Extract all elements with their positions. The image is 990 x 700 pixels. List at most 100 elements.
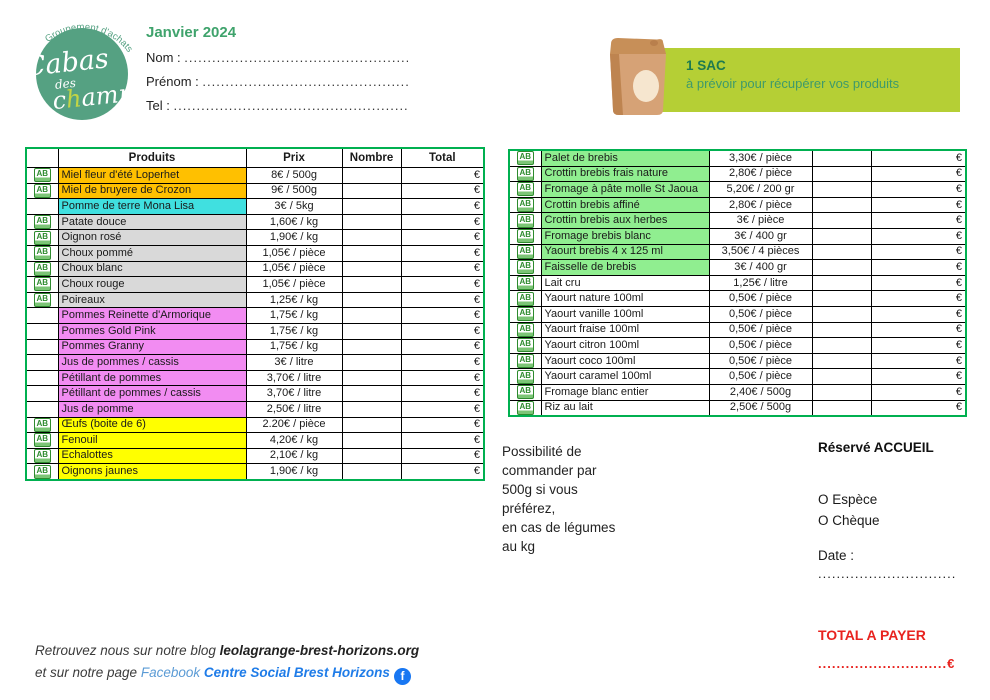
facebook-icon[interactable]: f [393, 668, 411, 685]
total-cell: € [400, 276, 485, 293]
quantity-cell [341, 400, 402, 418]
table-row: AB Choux rouge 1,05€ / pièce € [25, 276, 485, 293]
total-cell: € [400, 432, 485, 449]
quantity-cell [811, 227, 872, 245]
ab-organic-icon: AB [33, 277, 51, 292]
price-cell: 0,50€ / pièce [708, 290, 813, 307]
ab-label-cell: AB [508, 243, 542, 261]
ab-label-cell: AB [508, 149, 542, 167]
price-cell: 0,50€ / pièce [708, 305, 813, 323]
quantity-cell [811, 399, 872, 417]
quantity-cell [811, 165, 872, 183]
ab-column-header [25, 147, 59, 168]
payment-option-cheque: O Chèque [818, 513, 880, 528]
product-name-cell: Yaourt caramel 100ml [540, 368, 710, 385]
left-table-header: Produits Prix Nombre Total [25, 147, 485, 168]
ab-organic-icon: AB [516, 198, 534, 212]
ab-organic-icon: AB [33, 293, 51, 307]
ab-label-cell: AB [508, 196, 542, 214]
total-cell: € [400, 463, 485, 481]
quantity-cell [341, 322, 402, 340]
total-cell: € [400, 416, 485, 434]
total-cell: € [400, 369, 485, 387]
ab-organic-icon: AB [516, 338, 534, 353]
price-cell: 5,20€ / 200 gr [708, 181, 813, 198]
total-cell: € [870, 383, 967, 401]
table-row: AB Fromage blanc entier 2,40€ / 500g € [508, 383, 967, 401]
order-note-line: préférez, [502, 501, 556, 516]
total-cell: € [870, 227, 967, 245]
ab-organic-icon: AB [516, 369, 534, 384]
product-name-cell: Yaourt citron 100ml [540, 337, 710, 354]
ab-organic-icon: AB [516, 307, 534, 322]
product-name-cell: Fenouil [57, 432, 247, 449]
one-bag-banner: 1 SAC à prévoir pour récupérer vos produ… [660, 48, 960, 112]
quantity-cell [341, 369, 402, 387]
total-cell: € [870, 165, 967, 183]
ab-label-cell: AB [25, 432, 59, 449]
total-to-pay-label: TOTAL A PAYER [818, 627, 926, 643]
ab-label-cell: AB [25, 244, 59, 262]
product-name-cell: Yaourt fraise 100ml [540, 321, 710, 339]
price-cell: 8€ / 500g [245, 167, 343, 184]
product-name-cell: Oignons jaunes [57, 463, 247, 481]
ab-label-cell: AB [25, 260, 59, 278]
product-name-cell: Palet de brebis [540, 149, 710, 167]
order-note: Possibilité de commander par 500g si vou… [502, 442, 615, 556]
product-name-cell: Yaourt nature 100ml [540, 290, 710, 307]
total-cell: € [870, 352, 967, 370]
ab-label-cell: AB [25, 447, 59, 465]
quantity-cell [341, 447, 402, 465]
price-cell: 3€ / litre [245, 354, 343, 371]
table-row: Pommes Granny 1,75€ / kg € [25, 338, 485, 356]
product-name-cell: Pommes Granny [57, 338, 247, 356]
quantity-cell [811, 305, 872, 323]
order-note-line: 500g si vous [502, 482, 578, 497]
total-cell: € [400, 322, 485, 340]
ab-label-cell: AB [508, 337, 542, 354]
paper-bag-icon [610, 38, 666, 115]
price-cell: 1,05€ / pièce [245, 244, 343, 262]
table-row: AB Yaourt brebis 4 x 125 ml 3,50€ / 4 pièc… [508, 243, 967, 261]
total-cell: € [870, 243, 967, 261]
ab-organic-icon: AB [33, 168, 51, 183]
table-row: AB Crottin brebis frais nature 2,80€ / piè… [508, 165, 967, 183]
product-name-cell: Fromage blanc entier [540, 383, 710, 401]
total-cell: € [870, 259, 967, 276]
price-cell: 1,75€ / kg [245, 307, 343, 324]
quantity-cell [341, 182, 402, 200]
facebook-word-link[interactable]: Facebook [140, 665, 201, 680]
price-cell: 1,75€ / kg [245, 338, 343, 356]
ab-label-cell [25, 338, 59, 356]
quantity-cell [341, 354, 402, 371]
products-table-right: AB Palet de brebis 3,30€ / pièce € AB Crottin… [508, 149, 967, 418]
ab-label-cell: AB [508, 305, 542, 323]
table-row: AB Yaourt caramel 100ml 0,50€ / pièce € [508, 368, 967, 385]
price-cell: 0,50€ / pièce [708, 337, 813, 354]
date-dotted-line: .............................. [818, 566, 957, 581]
product-name-cell: Oignon rosé [57, 229, 247, 246]
product-name-cell: Faisselle de brebis [540, 259, 710, 276]
price-cell: 1,05€ / pièce [245, 260, 343, 278]
quantity-cell [341, 291, 402, 309]
facebook-page-link[interactable]: Centre Social Brest Horizons [203, 665, 390, 680]
ab-label-cell: AB [25, 291, 59, 309]
name-dotted-line: ........................................… [184, 50, 408, 65]
product-name-cell: Pommes Gold Pink [57, 322, 247, 340]
quantity-cell [811, 274, 872, 292]
total-cell: € [400, 182, 485, 200]
footer-facebook-prefix: et sur notre page [35, 665, 141, 680]
products-column-header: Produits [57, 147, 247, 168]
ab-organic-icon: AB [516, 385, 534, 400]
product-name-cell: Pétillant de pommes / cassis [57, 385, 247, 402]
price-cell: 3€ / 400 gr [708, 259, 813, 276]
table-row: AB Fromage à pâte molle St Jaoua 5,20€ / 2… [508, 181, 967, 198]
product-name-cell: Yaourt coco 100ml [540, 352, 710, 370]
blog-link[interactable]: leolagrange-brest-horizons.org [219, 643, 420, 658]
quantity-cell [811, 196, 872, 214]
ab-organic-icon: AB [516, 167, 534, 181]
product-name-cell: Yaourt brebis 4 x 125 ml [540, 243, 710, 261]
footer-line-blog: Retrouvez nous sur notre blog leolagrang… [35, 640, 419, 662]
price-cell: 3€ / 5kg [245, 198, 343, 215]
ab-organic-icon: AB [516, 151, 534, 166]
